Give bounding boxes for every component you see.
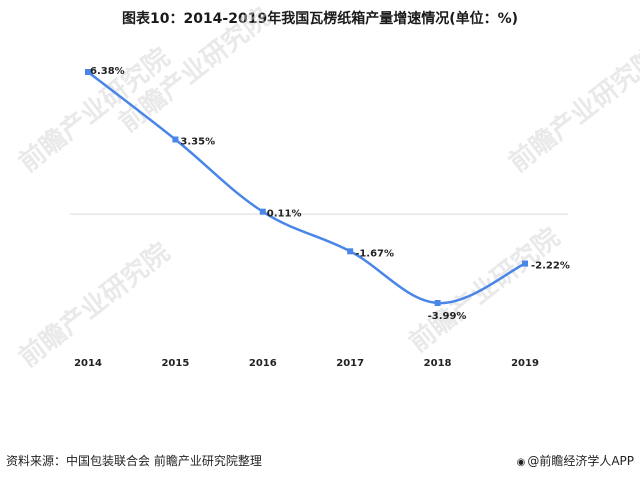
data-point bbox=[85, 69, 91, 75]
x-tick-label: 2015 bbox=[161, 358, 189, 369]
x-tick-label: 2016 bbox=[249, 358, 277, 369]
brand-credit: ◉ @前瞻经济学人APP bbox=[517, 452, 634, 469]
chart-title: 图表10：2014-2019年我国瓦楞纸箱产量增速情况(单位：%) bbox=[121, 11, 519, 27]
data-label: 6.38% bbox=[90, 66, 125, 77]
source-note: 资料来源：中国包装联合会 前瞻产业研究院整理 bbox=[6, 454, 262, 468]
x-tick-label: 2014 bbox=[74, 358, 102, 369]
data-label: 0.11% bbox=[267, 209, 302, 220]
data-point bbox=[347, 248, 354, 255]
data-label: -2.22% bbox=[531, 261, 570, 272]
series-line bbox=[87, 71, 526, 305]
x-tick-label: 2018 bbox=[424, 358, 452, 369]
x-tick-label: 2017 bbox=[336, 358, 364, 369]
data-point bbox=[259, 208, 266, 215]
data-point bbox=[434, 300, 441, 306]
data-label: -3.99% bbox=[428, 311, 467, 322]
data-point bbox=[522, 260, 528, 267]
line-chart: 6.38% 3.35% 0.11% -1.67% -3.99% -2.22% 2014 201… bbox=[70, 66, 570, 369]
brand-logo-icon: ◉ bbox=[516, 457, 526, 468]
brand-text: @前瞻经济学人APP bbox=[527, 454, 634, 468]
x-tick-label: 2019 bbox=[511, 358, 539, 369]
data-label: -1.67% bbox=[355, 248, 394, 259]
data-point bbox=[172, 136, 179, 143]
data-label: 3.35% bbox=[180, 136, 215, 147]
